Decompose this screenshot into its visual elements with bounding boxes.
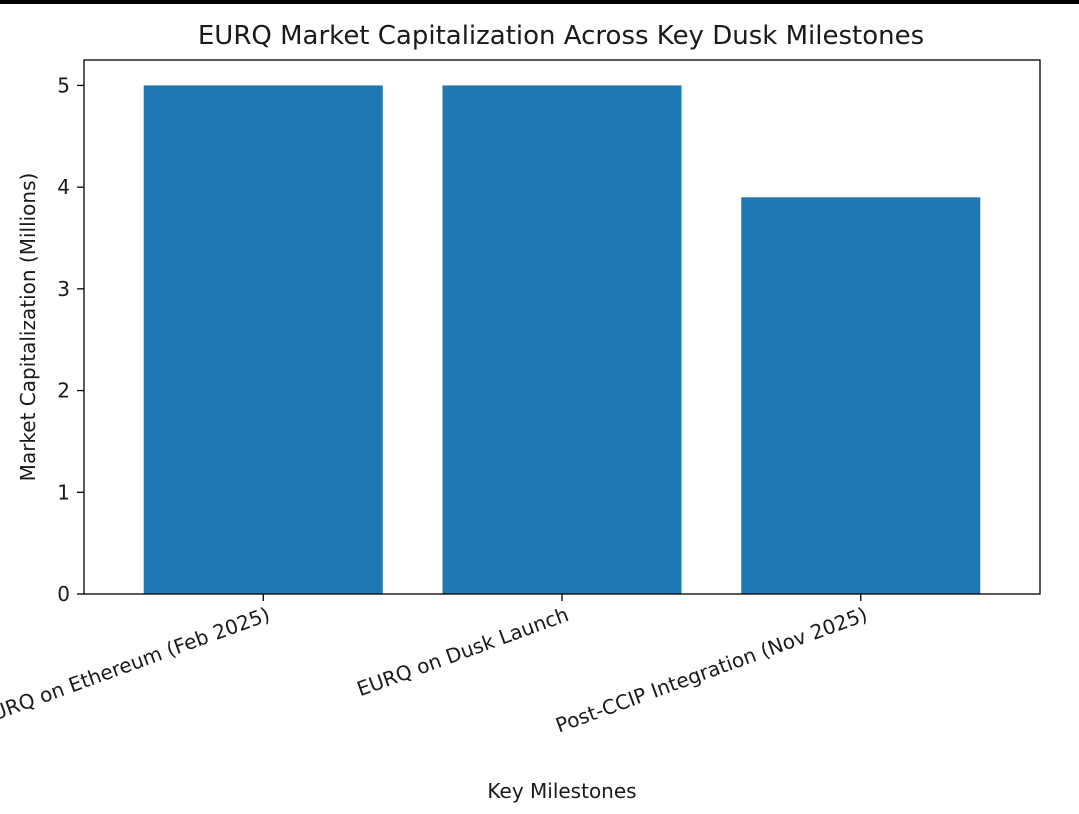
y-tick-label-4: 4 [57,175,70,199]
y-tick-label-1: 1 [57,480,70,504]
top-edge-strip [0,0,1079,4]
y-axis-label: Market Capitalization (Millions) [16,173,40,482]
y-tick-label-3: 3 [57,277,70,301]
plot-frame [83,59,1041,595]
x-tick-label-0: EURQ on Ethereum (Feb 2025) [0,602,273,730]
bar-2 [741,197,981,595]
bar-0 [143,85,383,594]
y-axis-ticks: 0 1 2 3 4 5 [57,73,84,606]
y-tick-label-5: 5 [57,73,70,97]
x-axis-ticks: EURQ on Ethereum (Feb 2025) EURQ on Dusk … [0,594,870,737]
y-tick-label-2: 2 [57,379,70,403]
x-tick-label-1: EURQ on Dusk Launch [354,602,572,701]
x-axis-label: Key Milestones [487,779,636,803]
bar-1 [442,85,682,594]
y-tick-label-0: 0 [57,582,70,606]
x-tick-label-2: Post-CCIP Integration (Nov 2025) [552,602,870,737]
chart-title: EURQ Market Capitalization Across Key Du… [198,21,924,51]
bars-layer [143,85,981,595]
